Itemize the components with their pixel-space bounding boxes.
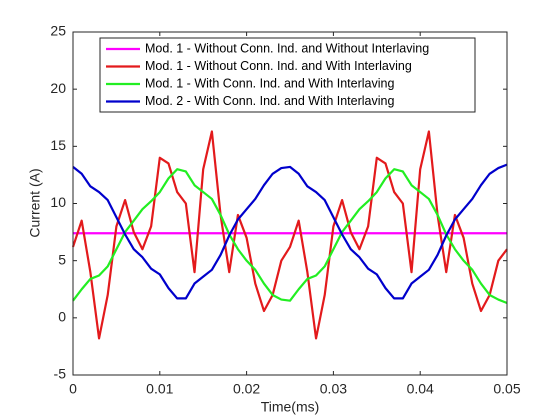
y-tick-label: 5 (58, 251, 66, 267)
legend-label: Mod. 1 - With Conn. Ind. and With Interl… (145, 76, 394, 90)
y-tick-label: 20 (50, 80, 66, 96)
y-axis-label: Current (A) (27, 168, 43, 237)
x-tick-label: 0.05 (493, 381, 520, 397)
legend-label: Mod. 2 - With Conn. Ind. and With Interl… (145, 94, 394, 108)
series-line (72, 168, 508, 304)
x-tick-label: 0.01 (146, 381, 173, 397)
series-line (71, 130, 508, 340)
legend-label: Mod. 1 - Without Conn. Ind. and Without … (145, 41, 429, 55)
x-tick-label: 0.03 (320, 381, 347, 397)
y-tick-label: 10 (50, 194, 66, 210)
x-tick-label: 0.04 (407, 381, 434, 397)
y-tick-label: 0 (58, 309, 66, 325)
x-tick-label: 0.02 (233, 381, 260, 397)
y-tick-label: -5 (54, 366, 67, 382)
x-tick-label: 0 (69, 381, 77, 397)
legend: Mod. 1 - Without Conn. Ind. and Without … (99, 37, 476, 113)
legend-box (99, 37, 476, 113)
y-tick-label: 25 (50, 23, 66, 39)
axes-box (72, 31, 508, 376)
legend-label: Mod. 1 - Without Conn. Ind. and With Int… (145, 59, 412, 73)
series-line (72, 163, 508, 300)
x-axis-label: Time(ms) (261, 399, 320, 415)
y-tick-label: 15 (50, 137, 66, 153)
